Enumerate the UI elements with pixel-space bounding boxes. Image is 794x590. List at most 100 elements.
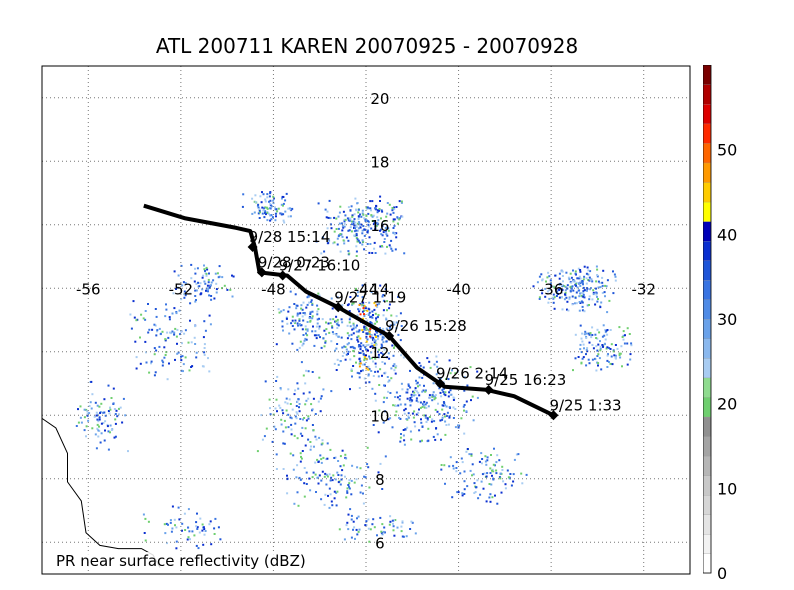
echo-pixel [594, 303, 597, 306]
echo-pixel [275, 208, 278, 211]
lat-label: 18 [370, 153, 389, 171]
echo-pixel [356, 533, 359, 536]
echo-pixel [144, 318, 147, 321]
echo-pixel [390, 367, 393, 370]
echo-pixel [364, 220, 367, 223]
echo-pixel [290, 428, 293, 431]
echo-pixel [364, 289, 367, 292]
echo-pixel [282, 213, 285, 216]
echo-pixel [270, 214, 273, 217]
echo-pixel [284, 401, 287, 404]
echo-pixel [367, 220, 370, 223]
echo-pixel [210, 281, 213, 284]
echo-pixel [570, 287, 573, 290]
echo-pixel [359, 348, 362, 351]
echo-pixel [335, 492, 338, 494]
echo-pixel [423, 406, 426, 409]
echo-core-pixel [369, 327, 372, 330]
echo-pixel [206, 284, 209, 287]
echo-pixel [437, 371, 440, 374]
echo-pixel [251, 197, 254, 200]
echo-pixel [400, 325, 403, 327]
echo-pixel [432, 391, 435, 394]
echo-pixel [427, 427, 430, 430]
echo-pixel [598, 357, 601, 360]
echo-pixel [142, 317, 145, 320]
echo-pixel [326, 475, 329, 478]
echo-pixel [490, 454, 492, 456]
echo-pixel [426, 440, 429, 443]
echo-pixel [341, 235, 344, 238]
echo-pixel [448, 359, 451, 362]
echo-pixel [282, 309, 285, 312]
echo-pixel [605, 285, 608, 288]
echo-pixel [166, 331, 169, 334]
echo-pixel [370, 209, 372, 212]
echo-pixel [384, 227, 387, 229]
echo-pixel [598, 331, 601, 334]
echo-pixel [446, 411, 449, 414]
echo-pixel [337, 235, 340, 238]
echo-pixel [226, 288, 229, 291]
echo-pixel [362, 225, 365, 227]
echo-pixel [351, 464, 354, 467]
echo-pixel [306, 334, 309, 337]
echo-pixel [581, 332, 584, 335]
echo-pixel [173, 270, 176, 273]
echo-pixel [269, 407, 271, 410]
echo-pixel [348, 485, 350, 488]
echo-pixel [175, 547, 178, 550]
echo-pixel [463, 376, 466, 379]
echo-pixel [355, 225, 358, 228]
echo-pixel [270, 205, 273, 208]
echo-pixel [376, 370, 379, 373]
echo-pixel [365, 327, 368, 329]
echo-pixel [315, 337, 318, 340]
echo-pixel [178, 518, 181, 521]
echo-pixel [303, 467, 306, 469]
echo-pixel [294, 321, 296, 324]
echo-pixel [368, 311, 371, 314]
echo-pixel [488, 483, 491, 485]
echo-pixel [198, 531, 201, 534]
echo-pixel [162, 361, 165, 364]
echo-pixel [324, 208, 327, 211]
echo-pixel [432, 382, 435, 385]
echo-pixel [585, 335, 588, 338]
echo-pixel [212, 279, 215, 282]
echo-pixel [602, 345, 604, 348]
echo-pixel [371, 252, 374, 254]
echo-pixel [360, 484, 363, 487]
echo-pixel [114, 418, 117, 421]
echo-pixel [175, 288, 177, 290]
echo-pixel [139, 362, 142, 365]
echo-pixel [579, 324, 582, 327]
echo-pixel [604, 284, 607, 287]
echo-pixel [356, 294, 359, 297]
echo-pixel [408, 399, 411, 402]
echo-pixel [215, 291, 218, 294]
echo-pixel [466, 485, 469, 488]
echo-pixel [289, 290, 292, 293]
echo-pixel [356, 240, 359, 243]
echo-pixel [444, 394, 447, 397]
echo-pixel [355, 209, 358, 212]
echo-pixel [578, 289, 581, 292]
echo-pixel [175, 312, 178, 315]
echo-pixel [352, 324, 355, 327]
echo-pixel [481, 473, 484, 476]
echo-pixel [612, 350, 615, 353]
echo-pixel [331, 479, 334, 482]
echo-pixel [501, 465, 504, 468]
echo-pixel [576, 277, 579, 280]
echo-pixel [357, 221, 360, 223]
echo-pixel [182, 363, 185, 366]
echo-pixel [306, 303, 309, 306]
echo-pixel [324, 472, 327, 475]
echo-pixel [165, 522, 168, 525]
echo-pixel [370, 342, 373, 345]
echo-pixel [354, 197, 357, 200]
echo-pixel [335, 369, 338, 371]
echo-pixel [581, 340, 584, 343]
track-fix-marker [548, 410, 559, 421]
